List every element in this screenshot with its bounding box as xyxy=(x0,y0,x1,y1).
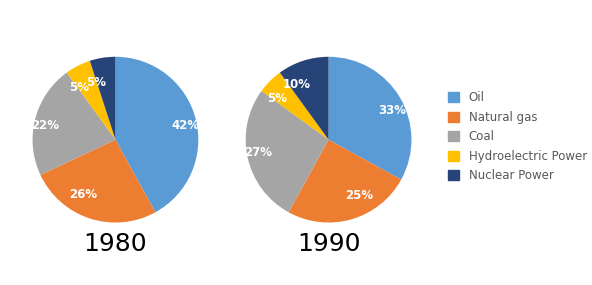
Text: 26%: 26% xyxy=(69,188,98,201)
Text: 27%: 27% xyxy=(244,146,272,159)
Text: 25%: 25% xyxy=(345,189,373,202)
Wedge shape xyxy=(262,73,329,140)
Wedge shape xyxy=(246,91,329,212)
Wedge shape xyxy=(90,57,115,140)
Wedge shape xyxy=(33,73,115,175)
Wedge shape xyxy=(329,57,411,180)
Wedge shape xyxy=(67,61,115,140)
Wedge shape xyxy=(289,140,401,223)
Text: 5%: 5% xyxy=(268,92,288,105)
Legend: Oil, Natural gas, Coal, Hydroelectric Power, Nuclear Power: Oil, Natural gas, Coal, Hydroelectric Po… xyxy=(444,88,591,186)
Text: 42%: 42% xyxy=(172,119,200,132)
Wedge shape xyxy=(280,57,329,140)
Wedge shape xyxy=(40,140,155,223)
Text: 22%: 22% xyxy=(31,119,59,132)
Text: 5%: 5% xyxy=(86,76,107,89)
Title: 1990: 1990 xyxy=(297,233,361,256)
Text: 10%: 10% xyxy=(282,78,311,91)
Title: 1980: 1980 xyxy=(83,233,147,256)
Text: 5%: 5% xyxy=(69,82,89,94)
Wedge shape xyxy=(115,57,198,212)
Text: 33%: 33% xyxy=(378,104,407,117)
